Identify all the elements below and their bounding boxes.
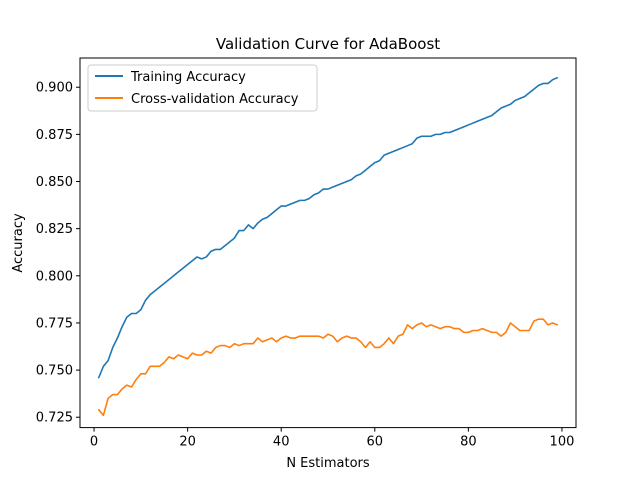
- series-line-cross-validation-accuracy: [97, 318, 559, 417]
- x-tick-label: 0: [90, 435, 98, 450]
- plot-frame: [79, 57, 577, 429]
- series-layer: [97, 77, 559, 417]
- legend-label-cross-validation: Cross-validation Accuracy: [131, 92, 299, 107]
- legend-box: [87, 64, 318, 112]
- x-tick-label: 60: [367, 435, 384, 450]
- y-axis-ticks: 0.725 0.750 0.775 0.800 0.825 0.850 0.875 0.900: [36, 81, 80, 426]
- y-tick-label: 0.900: [36, 81, 73, 96]
- y-tick-label: 0.775: [36, 316, 73, 331]
- y-tick-label: 0.825: [36, 222, 73, 237]
- legend: Training Accuracy Cross-validation Accur…: [87, 64, 318, 112]
- legend-label-training: Training Accuracy: [130, 70, 246, 85]
- y-tick-label: 0.875: [36, 128, 73, 143]
- chart-title: Validation Curve for AdaBoost: [216, 35, 440, 53]
- series-line-training-accuracy: [97, 77, 559, 379]
- y-tick-label: 0.850: [36, 175, 73, 190]
- x-tick-label: 40: [273, 435, 290, 450]
- x-axis-label: N Estimators: [286, 456, 370, 471]
- x-tick-label: 80: [460, 435, 477, 450]
- x-tick-label: 100: [550, 435, 575, 450]
- y-tick-label: 0.725: [36, 411, 73, 426]
- y-tick-label: 0.750: [36, 364, 73, 379]
- plot-area: [80, 58, 576, 428]
- y-tick-label: 0.800: [36, 269, 73, 284]
- x-axis-ticks: 0 20 40 60 80 100: [90, 427, 575, 450]
- x-tick-label: 20: [179, 435, 196, 450]
- y-axis-label: Accuracy: [11, 213, 26, 273]
